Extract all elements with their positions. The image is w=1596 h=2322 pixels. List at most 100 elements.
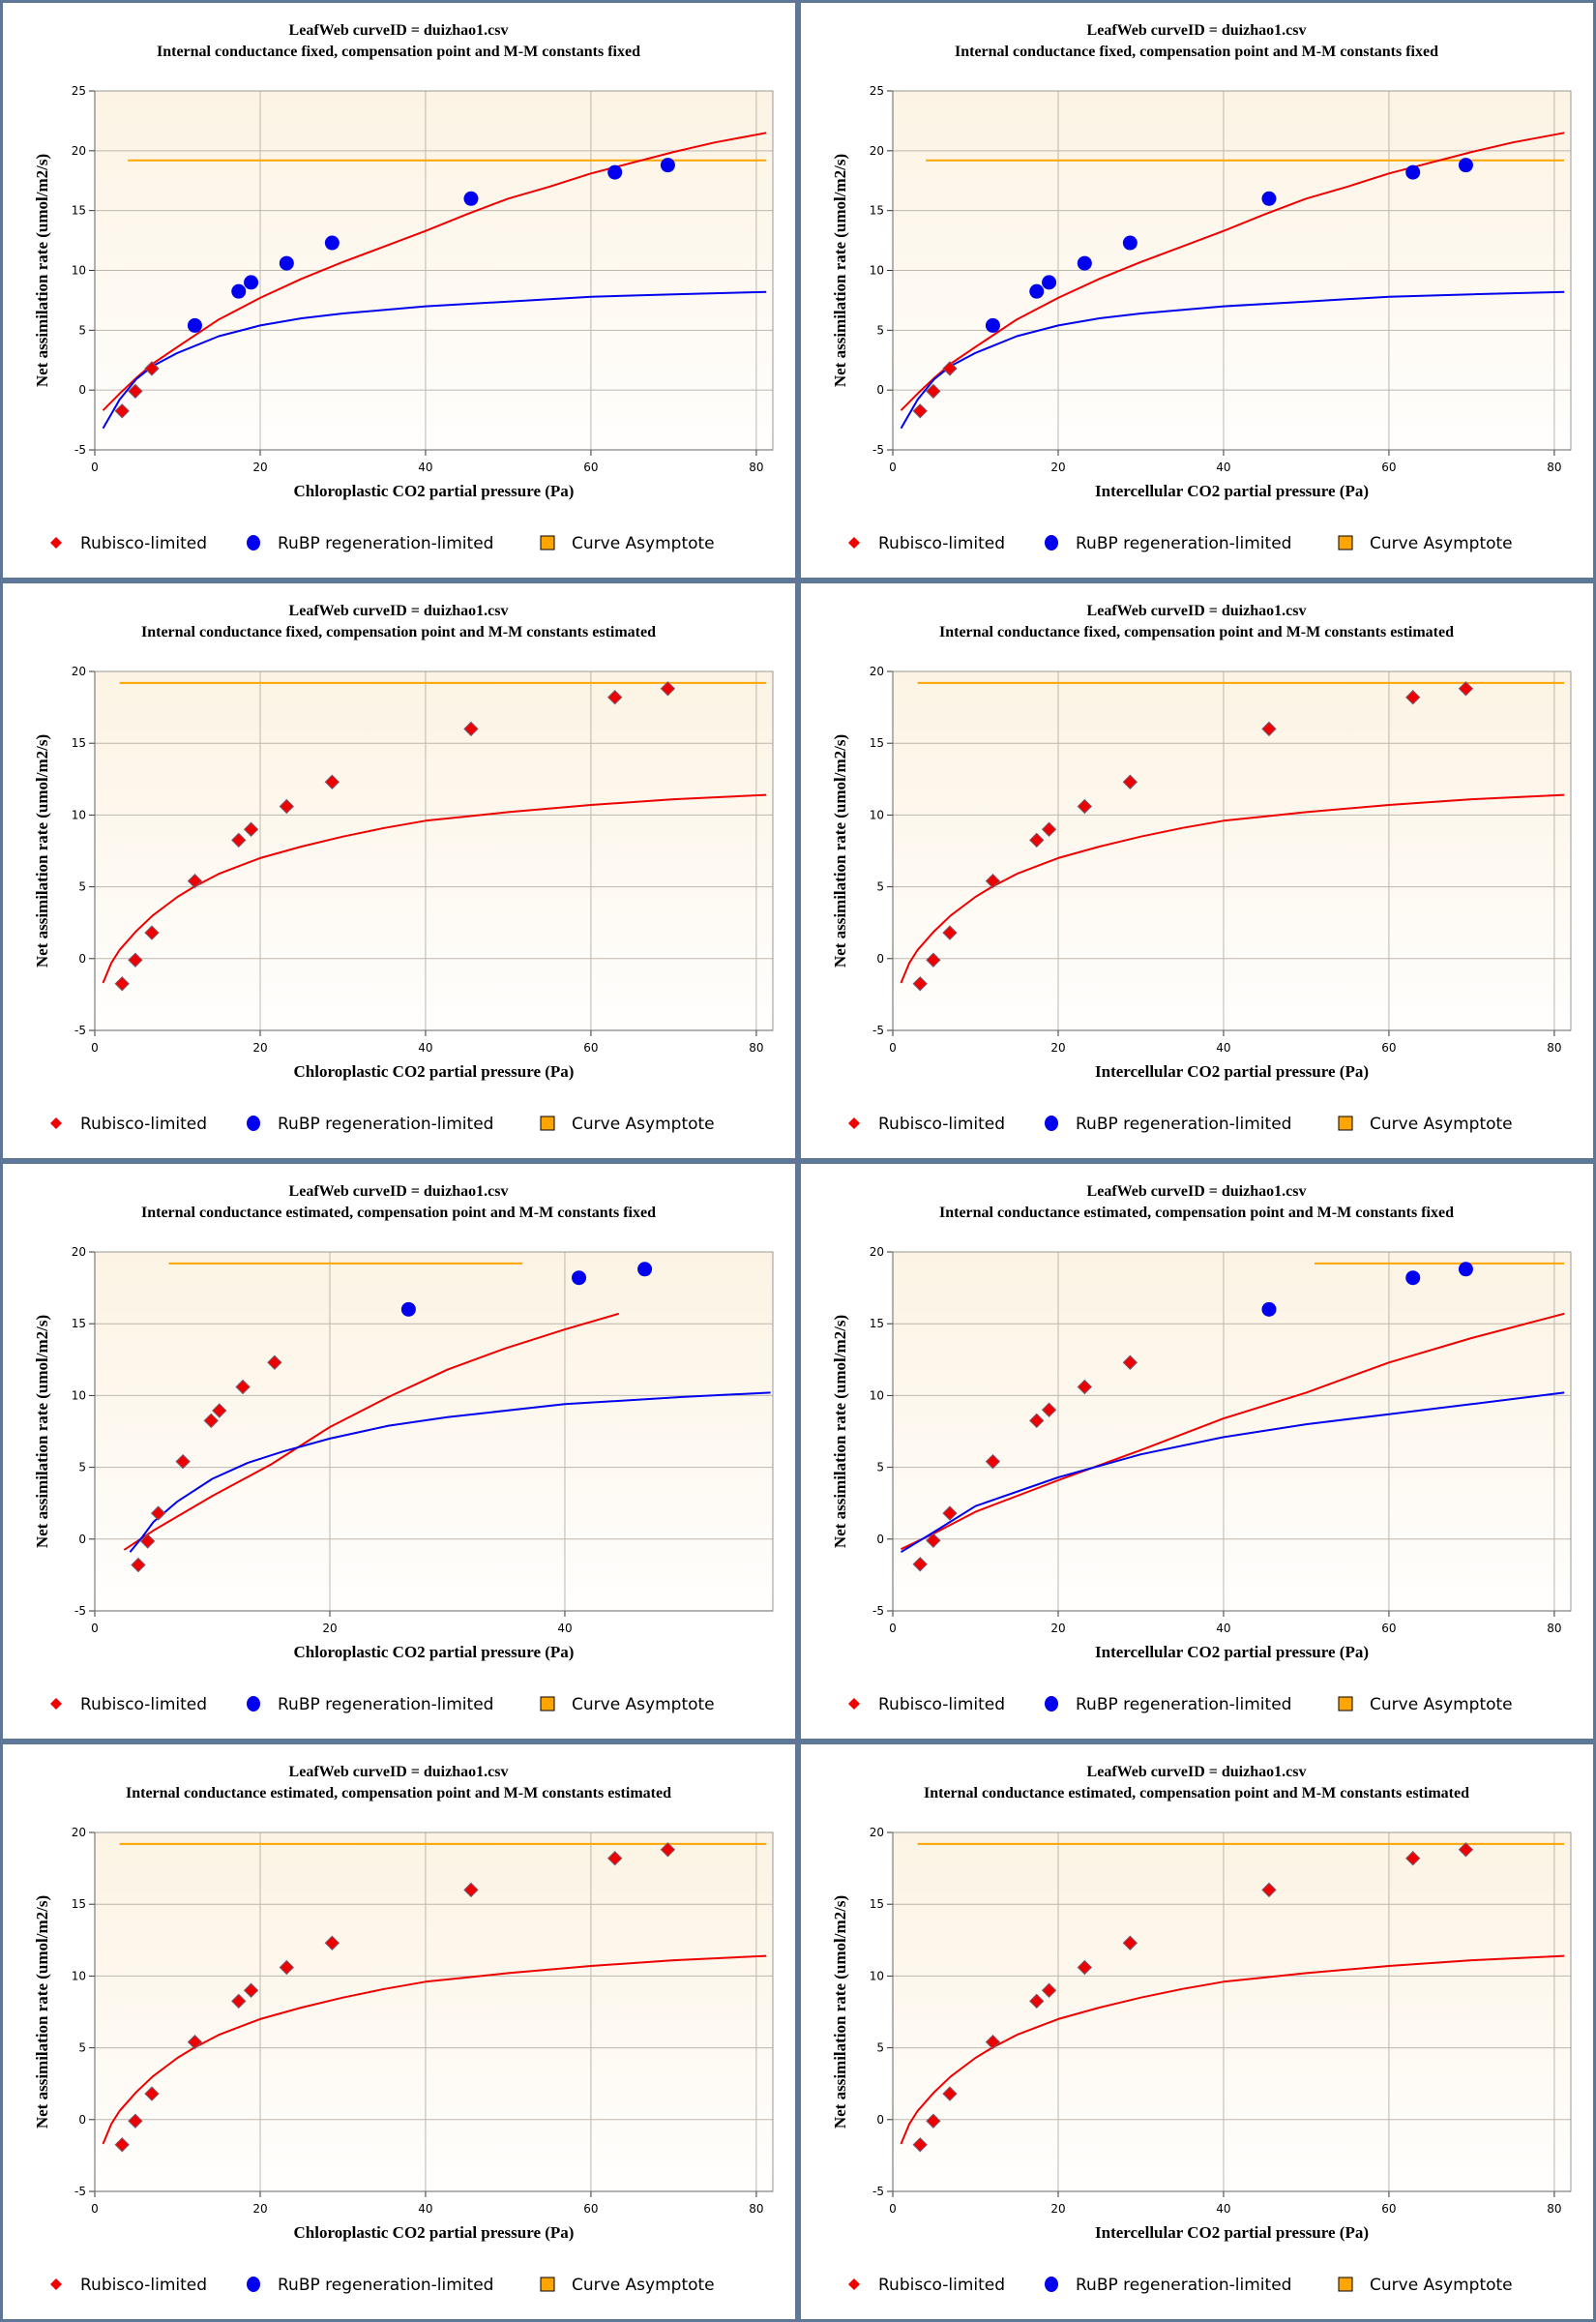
y-tick-label: -5 [872, 443, 884, 457]
legend-square-icon [540, 1696, 555, 1712]
rubp-point [607, 164, 623, 180]
legend-label: Rubisco-limited [80, 534, 207, 553]
x-tick-label: 20 [1050, 2202, 1065, 2216]
legend-label: Curve Asymptote [572, 534, 715, 553]
x-tick-label: 0 [889, 2202, 897, 2216]
x-tick-label: 80 [749, 1041, 763, 1055]
legend-label: RuBP regeneration-limited [278, 534, 493, 553]
y-tick-label: 15 [870, 736, 884, 750]
rubisco-point [1405, 1851, 1421, 1866]
chart-title: LeafWeb curveID = duizhao1.csv [1087, 1764, 1307, 1780]
rubisco-point [324, 1935, 340, 1950]
x-axis-label: Intercellular CO2 partial pressure (Pa) [1095, 2223, 1369, 2242]
legend-diamond-icon [50, 2278, 62, 2290]
plot-area [893, 671, 1571, 1030]
x-tick-label: 0 [889, 1041, 897, 1055]
x-tick-label: 80 [749, 2202, 763, 2216]
rubisco-point [942, 361, 958, 376]
rubisco-point [150, 1505, 166, 1521]
y-tick-label: -5 [74, 443, 86, 457]
rubisco-point [114, 2137, 130, 2153]
rubisco-point [1077, 1959, 1093, 1976]
x-axis-label: Chloroplastic CO2 partial pressure (Pa) [294, 1062, 575, 1081]
x-axis-label: Chloroplastic CO2 partial pressure (Pa) [294, 1643, 575, 1661]
legend-square-icon [540, 535, 555, 551]
rubisco-point [187, 2034, 203, 2050]
rubisco-point [607, 1851, 623, 1866]
plot-area [95, 1252, 773, 1611]
legend-diamond-icon [848, 537, 860, 549]
x-tick-label: 0 [91, 2202, 99, 2216]
y-tick-label: -5 [872, 1604, 884, 1618]
x-axis-label: Intercellular CO2 partial pressure (Pa) [1095, 482, 1369, 500]
x-tick-label: 40 [1216, 1041, 1230, 1055]
rubisco-point [114, 403, 130, 419]
rubisco-point [1029, 832, 1045, 848]
chart-subtitle: Internal conductance fixed, compensation… [955, 44, 1438, 60]
x-tick-label: 40 [557, 1622, 572, 1635]
y-tick-label: 10 [72, 264, 86, 278]
rubisco-point [231, 1993, 247, 2009]
legend-square-icon [1338, 1696, 1353, 1712]
x-tick-label: 60 [583, 461, 598, 474]
chart-subtitle: Internal conductance fixed, compensation… [141, 624, 656, 640]
y-tick-label: 20 [870, 144, 884, 158]
x-tick-label: 60 [583, 2202, 598, 2216]
rubisco-point [1458, 681, 1474, 697]
chart-panel: LeafWeb curveID = duizhao1.csv Internal c… [801, 1164, 1593, 1739]
rubp-point [231, 283, 247, 299]
x-tick-label: 60 [1381, 1622, 1396, 1635]
x-tick-label: 20 [1050, 1622, 1065, 1635]
rubisco-point [1041, 821, 1057, 837]
y-tick-label: 25 [870, 84, 884, 98]
rubisco-point [926, 2113, 941, 2128]
y-tick-label: 5 [78, 1461, 86, 1474]
rubisco-point [1029, 1413, 1045, 1429]
x-tick-label: 80 [1547, 1041, 1561, 1055]
rubisco-point [235, 1379, 251, 1395]
legend-circle-icon [1045, 1116, 1058, 1131]
chart-panel: LeafWeb curveID = duizhao1.csv Internal c… [3, 1164, 795, 1739]
chart-svg: LeafWeb curveID = duizhao1.csv Internal c… [831, 1183, 1572, 1714]
y-tick-label: 25 [72, 84, 86, 98]
plot-area [893, 1252, 1571, 1611]
legend-square-icon [1338, 535, 1353, 551]
y-tick-label: 10 [72, 808, 86, 821]
chart-title: LeafWeb curveID = duizhao1.csv [289, 1764, 509, 1780]
y-axis-label: Net assimilation rate (umol/m2/s) [831, 1895, 849, 2128]
rubisco-point [139, 1533, 156, 1549]
y-tick-label: 20 [72, 1245, 86, 1259]
y-tick-label: 0 [876, 2113, 884, 2127]
rubisco-point [128, 952, 143, 968]
y-tick-label: 0 [78, 383, 86, 397]
rubisco-point [912, 1557, 928, 1572]
legend-square-icon [1338, 2277, 1353, 2292]
x-tick-label: 0 [91, 1041, 99, 1055]
legend-diamond-icon [848, 1117, 860, 1129]
y-tick-label: 10 [870, 264, 884, 278]
y-tick-label: 5 [876, 1461, 884, 1474]
y-tick-label: 15 [72, 204, 86, 218]
rubp-curve [900, 1391, 1565, 1554]
rubisco-point [912, 403, 928, 419]
legend-label: Curve Asymptote [1370, 1115, 1513, 1134]
rubisco-point [1041, 1402, 1057, 1417]
y-tick-label: 20 [72, 144, 86, 158]
rubisco-point [1261, 721, 1277, 737]
chart-panel: LeafWeb curveID = duizhao1.csv Internal c… [801, 583, 1593, 1158]
y-axis-label: Net assimilation rate (umol/m2/s) [831, 734, 849, 968]
y-tick-label: 10 [72, 1388, 86, 1402]
x-tick-label: 20 [1050, 1041, 1065, 1055]
legend-square-icon [540, 1116, 555, 1131]
x-tick-label: 60 [1381, 2202, 1396, 2216]
legend-square-icon [540, 2277, 555, 2292]
x-tick-label: 20 [322, 1622, 337, 1635]
x-tick-label: 0 [91, 461, 99, 474]
rubisco-point [1122, 1935, 1138, 1950]
rubisco-point [912, 2137, 928, 2153]
y-axis-label: Net assimilation rate (umol/m2/s) [33, 1315, 51, 1548]
y-tick-label: 20 [870, 1826, 884, 1839]
y-tick-label: 10 [72, 1969, 86, 1982]
rubisco-point [212, 1403, 227, 1418]
x-axis-label: Intercellular CO2 partial pressure (Pa) [1095, 1643, 1369, 1661]
